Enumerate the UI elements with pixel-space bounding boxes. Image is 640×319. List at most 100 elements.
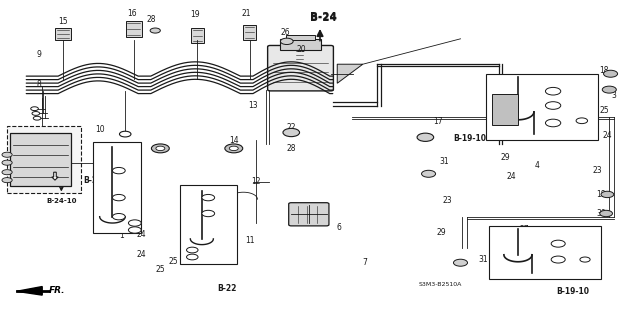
- Text: 25: 25: [600, 106, 609, 115]
- Circle shape: [156, 146, 165, 151]
- Circle shape: [422, 170, 436, 177]
- Text: 10: 10: [95, 125, 104, 134]
- Bar: [7, 126, 81, 193]
- Text: 29: 29: [436, 228, 446, 237]
- Text: 14: 14: [154, 145, 164, 154]
- Text: 15: 15: [58, 17, 68, 26]
- Circle shape: [2, 152, 12, 157]
- Text: 26: 26: [280, 28, 290, 37]
- Text: 21: 21: [242, 9, 252, 18]
- Circle shape: [551, 256, 565, 263]
- Circle shape: [283, 128, 300, 137]
- Text: 18: 18: [600, 66, 609, 75]
- Circle shape: [545, 119, 561, 127]
- Text: 29: 29: [568, 77, 577, 86]
- Text: 7: 7: [362, 258, 367, 267]
- Circle shape: [129, 227, 141, 233]
- Circle shape: [454, 259, 467, 266]
- Text: 22: 22: [287, 123, 296, 132]
- Bar: [125, 21, 141, 37]
- Text: 18: 18: [529, 76, 539, 85]
- Text: 20: 20: [296, 45, 306, 55]
- Text: 25: 25: [112, 196, 122, 205]
- Bar: [179, 185, 237, 264]
- Circle shape: [417, 133, 434, 141]
- Text: 31: 31: [478, 255, 488, 264]
- Polygon shape: [17, 286, 42, 295]
- Bar: [286, 35, 315, 41]
- Circle shape: [150, 28, 161, 33]
- Circle shape: [113, 167, 125, 174]
- Circle shape: [152, 144, 170, 153]
- Text: B-19-10: B-19-10: [556, 287, 589, 296]
- Text: S3M3-B2510A: S3M3-B2510A: [419, 282, 462, 287]
- Text: 12: 12: [252, 177, 261, 186]
- Bar: [93, 142, 141, 233]
- Text: 30: 30: [520, 93, 529, 102]
- Text: 31: 31: [440, 157, 449, 166]
- Text: 13: 13: [248, 101, 258, 110]
- Text: 30: 30: [596, 209, 606, 218]
- Text: 25: 25: [112, 212, 122, 221]
- Text: 28: 28: [194, 242, 204, 251]
- Circle shape: [600, 210, 612, 217]
- Text: 9: 9: [36, 50, 42, 59]
- Text: 2: 2: [196, 188, 201, 197]
- Circle shape: [113, 195, 125, 201]
- Text: B-24-10: B-24-10: [46, 198, 77, 204]
- Text: 1: 1: [120, 231, 124, 240]
- Text: B-22: B-22: [84, 176, 103, 185]
- Text: 19: 19: [191, 11, 200, 19]
- Text: 24: 24: [571, 250, 580, 259]
- Text: FR.: FR.: [49, 286, 65, 295]
- Bar: [191, 28, 204, 43]
- Bar: [294, 49, 305, 61]
- Circle shape: [2, 160, 12, 165]
- Text: 25: 25: [168, 257, 178, 266]
- Circle shape: [545, 87, 561, 95]
- Text: 25: 25: [532, 244, 542, 253]
- Circle shape: [33, 116, 41, 120]
- Circle shape: [225, 144, 243, 153]
- Text: 23: 23: [443, 196, 452, 205]
- Circle shape: [186, 254, 198, 260]
- Bar: [243, 25, 256, 40]
- Text: 14: 14: [229, 136, 239, 145]
- Bar: [10, 132, 71, 187]
- Text: 5: 5: [314, 207, 319, 216]
- Text: B-24: B-24: [310, 13, 337, 23]
- Text: 29: 29: [500, 153, 510, 162]
- Circle shape: [545, 102, 561, 109]
- Text: 28: 28: [146, 15, 156, 24]
- Circle shape: [2, 178, 12, 183]
- Text: 25: 25: [532, 261, 542, 271]
- Circle shape: [202, 195, 214, 201]
- Text: 24: 24: [507, 173, 516, 182]
- Text: 6: 6: [337, 223, 342, 232]
- Text: 23: 23: [593, 166, 603, 175]
- Text: 24: 24: [136, 250, 146, 259]
- Circle shape: [229, 146, 238, 151]
- Bar: [280, 39, 321, 50]
- Text: 17: 17: [433, 117, 443, 126]
- Text: B-24: B-24: [310, 12, 337, 22]
- Text: 32: 32: [229, 215, 239, 224]
- Circle shape: [2, 170, 12, 175]
- Circle shape: [202, 210, 214, 217]
- Bar: [55, 28, 71, 41]
- Circle shape: [601, 191, 614, 197]
- Polygon shape: [52, 172, 58, 180]
- Text: 25: 25: [156, 264, 165, 274]
- Circle shape: [31, 107, 38, 111]
- Text: 28: 28: [287, 144, 296, 153]
- Text: 16: 16: [127, 9, 136, 18]
- Text: 24: 24: [603, 131, 612, 140]
- FancyBboxPatch shape: [268, 46, 333, 91]
- Text: 8: 8: [36, 80, 42, 89]
- Circle shape: [32, 112, 40, 115]
- Polygon shape: [337, 64, 363, 83]
- Text: 27: 27: [520, 225, 529, 234]
- Text: 4: 4: [534, 161, 540, 170]
- FancyBboxPatch shape: [289, 203, 329, 226]
- Circle shape: [602, 86, 616, 93]
